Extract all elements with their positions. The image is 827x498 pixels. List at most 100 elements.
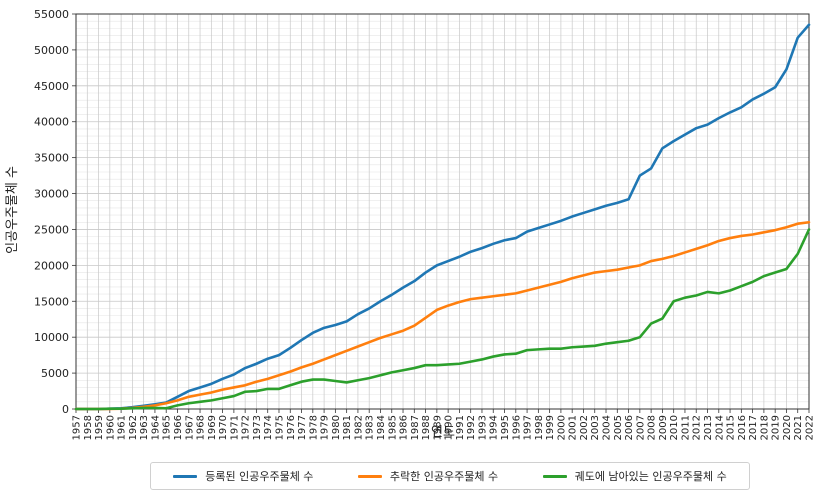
x-tick-label: 1965 — [162, 415, 173, 440]
y-tick-label: 30000 — [34, 188, 69, 201]
x-tick-label: 1980 — [331, 415, 342, 440]
x-tick-label: 1991 — [455, 415, 466, 440]
x-tick-label: 2009 — [658, 415, 669, 440]
x-tick-label: 1984 — [376, 415, 387, 440]
plot-area — [76, 14, 809, 409]
legend-swatch-decayed — [357, 474, 382, 478]
x-tick-label: 2015 — [726, 415, 737, 440]
x-tick-label: 1978 — [308, 415, 319, 440]
legend-label-decayed: 추락한 인공우주물체 수 — [389, 470, 499, 483]
x-axis-label: 연도 — [431, 425, 455, 440]
legend-swatch-registered — [173, 474, 198, 478]
legend-item-decayed: 추락한 인공우주물체 수 — [357, 468, 499, 484]
y-tick-label: 20000 — [34, 259, 69, 272]
x-tick-label: 2003 — [590, 415, 601, 440]
x-tick-label: 1961 — [117, 415, 128, 440]
x-tick-label: 2007 — [635, 415, 646, 440]
x-tick-label: 1958 — [83, 415, 94, 440]
x-tick-label: 2008 — [647, 415, 658, 440]
x-tick-label: 2004 — [602, 415, 613, 440]
x-tick-label: 1962 — [128, 415, 139, 440]
x-tick-label: 1971 — [229, 415, 240, 440]
x-tick-label: 1988 — [421, 415, 432, 440]
y-tick-label: 50000 — [34, 44, 69, 57]
x-tick-label: 2018 — [759, 415, 770, 440]
x-tick-label: 1981 — [342, 415, 353, 440]
x-tick-label: 1967 — [184, 415, 195, 440]
registered-series-line — [74, 23, 811, 411]
x-tick-label: 1999 — [545, 415, 556, 440]
y-tick-label: 40000 — [34, 116, 69, 129]
x-tick-label: 1985 — [387, 415, 398, 440]
x-tick-label: 2019 — [771, 415, 782, 440]
x-tick-label: 1995 — [500, 415, 511, 440]
y-tick-label: 35000 — [34, 152, 69, 165]
x-tick-label: 2016 — [737, 415, 748, 440]
x-tick-label: 2002 — [579, 415, 590, 440]
y-tick-label: 55000 — [34, 8, 69, 21]
x-tick-label: 1957 — [72, 415, 83, 440]
y-tick-label: 15000 — [34, 295, 69, 308]
x-tick-label: 1960 — [105, 415, 116, 440]
y-tick-label: 45000 — [34, 80, 69, 93]
x-tick-label: 1975 — [274, 415, 285, 440]
x-tick-label: 1990 — [444, 415, 455, 440]
x-tick-label: 1963 — [139, 415, 150, 440]
x-tick-label: 2010 — [669, 415, 680, 440]
y-tick-label: 5000 — [41, 367, 69, 380]
x-tick-label: 1977 — [297, 415, 308, 440]
decayed-series-line — [74, 220, 811, 411]
x-tick-label: 2012 — [692, 415, 703, 440]
legend-swatch-in-orbit — [542, 474, 567, 478]
x-tick-label: 2005 — [613, 415, 624, 440]
grid — [75, 13, 810, 410]
x-tick-label: 2001 — [568, 415, 579, 440]
x-tick-label: 1996 — [511, 415, 522, 440]
legend: 등록된 인공우주물체 수 추락한 인공우주물체 수 궤도에 남아있는 인공우주물… — [150, 462, 750, 490]
legend-label-in-orbit: 궤도에 남아있는 인공우주물체 수 — [574, 470, 727, 483]
x-tick-label: 1998 — [534, 415, 545, 440]
y-axis-label: 인공우주물체 수 — [5, 166, 20, 254]
legend-item-registered: 등록된 인공우주물체 수 — [173, 468, 313, 484]
x-tick-label: 2006 — [624, 415, 635, 440]
axes: 0 5000 10000 15000 20000 25000 30000 35000 40000… — [34, 8, 816, 440]
x-tick-label: 1992 — [466, 415, 477, 440]
x-tick-label: 1974 — [263, 415, 274, 440]
y-tick-label: 0 — [62, 403, 69, 416]
x-tick-label: 1968 — [196, 415, 207, 440]
x-tick-label: 1997 — [523, 415, 534, 440]
x-tick-label: 1986 — [399, 415, 410, 440]
x-tick-label: 2013 — [703, 415, 714, 440]
y-tick-label: 25000 — [34, 223, 69, 236]
x-tick-label: 2022 — [805, 415, 816, 440]
x-tick-label: 1972 — [241, 415, 252, 440]
x-tick-label: 1969 — [207, 415, 218, 440]
x-tick-label: 2017 — [748, 415, 759, 440]
x-tick-label: 1982 — [353, 415, 364, 440]
x-tick-label: 1964 — [150, 415, 161, 440]
x-tick-label: 2014 — [714, 415, 725, 440]
legend-item-in-orbit: 궤도에 남아있는 인공우주물체 수 — [542, 468, 727, 484]
x-tick-label: 2011 — [680, 415, 691, 440]
x-tick-label: 1966 — [173, 415, 184, 440]
x-tick-label: 1976 — [286, 415, 297, 440]
x-tick-label: 1987 — [410, 415, 421, 440]
x-tick-label: 1983 — [365, 415, 376, 440]
x-tick-label: 2000 — [556, 415, 567, 440]
legend-label-registered: 등록된 인공우주물체 수 — [205, 470, 314, 483]
x-tick-label: 1993 — [477, 415, 488, 440]
x-tick-label: 1973 — [252, 415, 263, 440]
x-tick-label: 2021 — [793, 415, 804, 440]
x-tick-label: 1959 — [94, 415, 105, 440]
x-tick-label: 1979 — [320, 415, 331, 440]
x-tick-label: 2020 — [782, 415, 793, 440]
series-lines — [74, 23, 811, 411]
y-tick-label: 10000 — [34, 331, 69, 344]
plot-border — [75, 13, 810, 410]
line-chart: 0 5000 10000 15000 20000 25000 30000 35000 40000… — [5, 8, 816, 440]
in-orbit-series-line — [74, 228, 811, 411]
x-tick-label: 1989 — [432, 415, 443, 440]
x-tick-label: 1970 — [218, 415, 229, 440]
x-tick-label: 1994 — [489, 415, 500, 440]
